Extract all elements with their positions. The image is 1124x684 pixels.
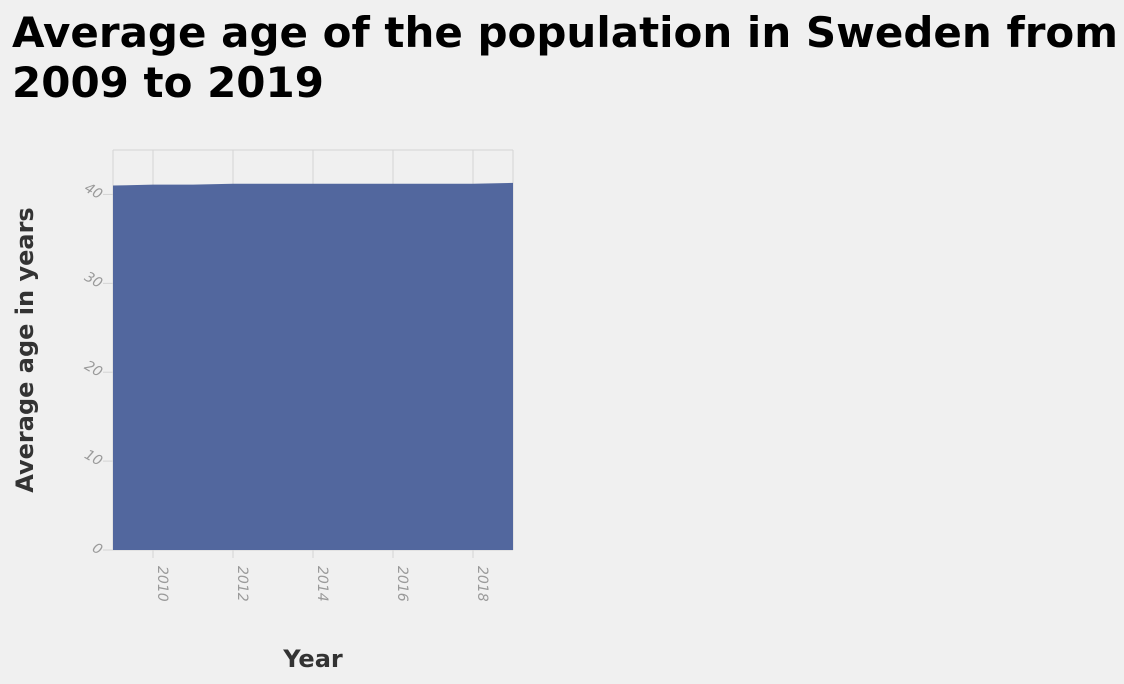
- x-axis-title: Year: [282, 645, 343, 673]
- y-tick-label: 20: [82, 358, 106, 381]
- y-tick-label: 40: [82, 180, 106, 203]
- series-area: [113, 182, 513, 550]
- y-axis-title: Average age in years: [11, 207, 39, 492]
- y-tick-label: 30: [82, 269, 106, 292]
- x-tick-label: 2010: [154, 566, 170, 602]
- x-tick-label: 2018: [474, 566, 490, 602]
- chart-title: Average age of the population in Sweden …: [12, 8, 1119, 107]
- y-tick-label: 10: [82, 447, 106, 470]
- x-tick-label: 2016: [394, 566, 410, 602]
- y-axis-ticks: 0 10 20 30 40: [82, 180, 106, 558]
- x-axis-ticks: 2010 2012 2014 2016 2018: [154, 566, 490, 602]
- y-tick-label: 0: [89, 540, 105, 558]
- x-tick-label: 2014: [314, 566, 330, 602]
- x-tick-label: 2012: [234, 566, 250, 602]
